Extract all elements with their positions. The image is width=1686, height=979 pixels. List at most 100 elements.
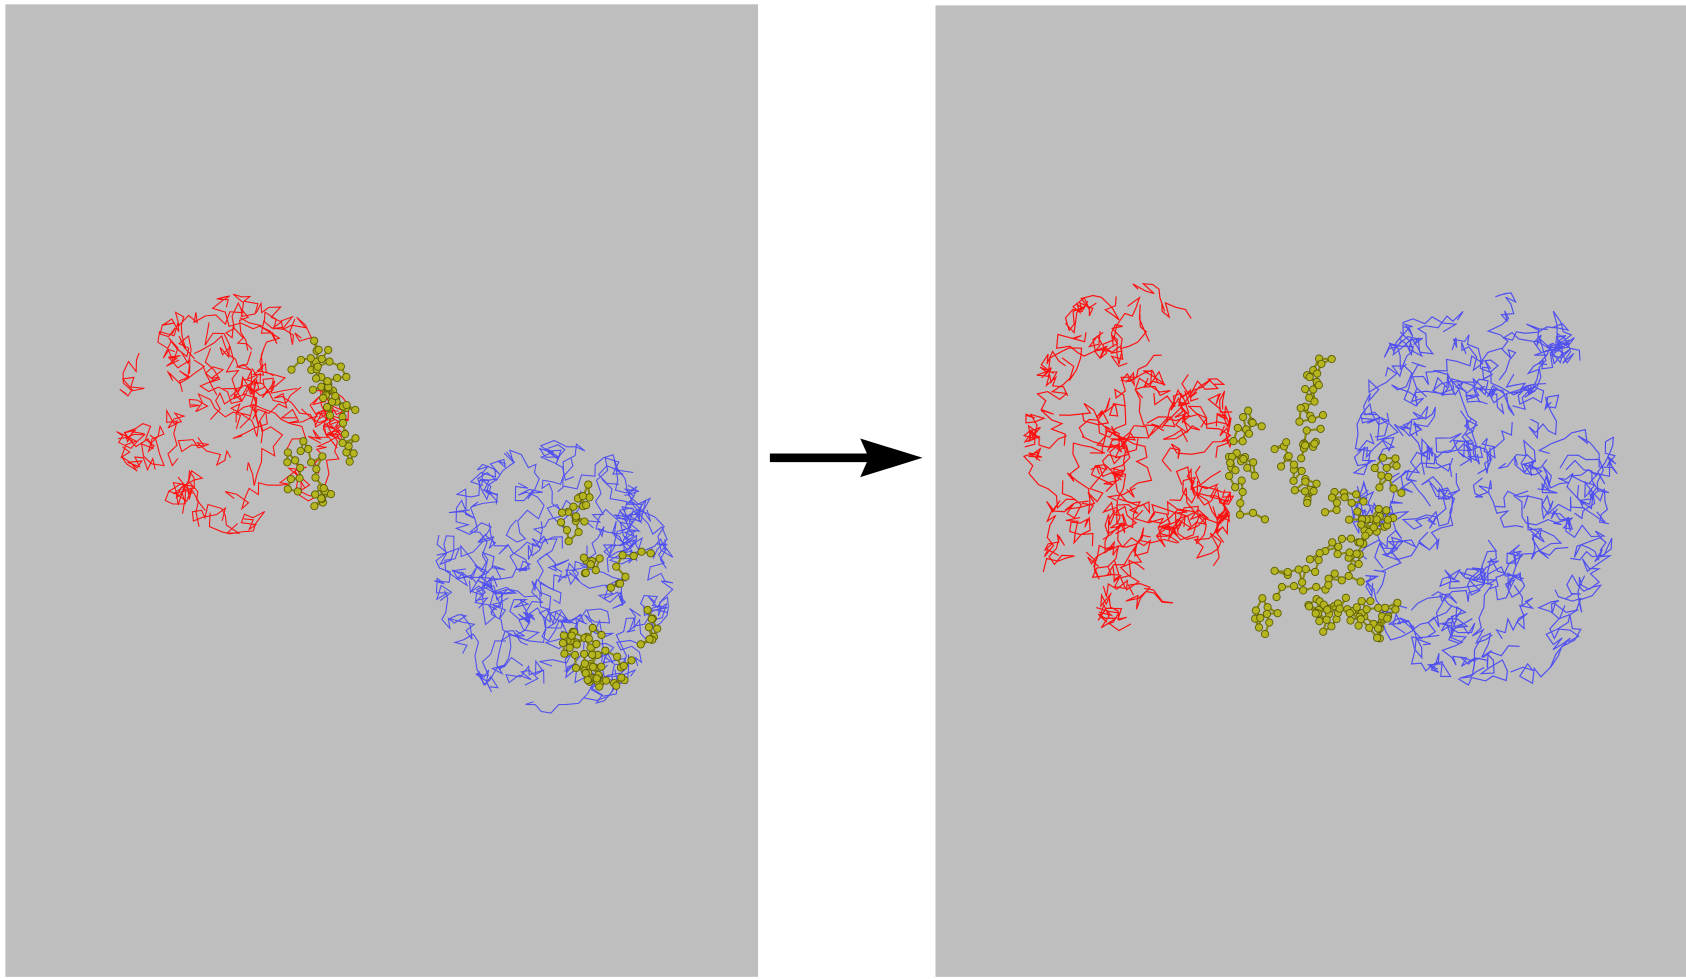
atom (572, 513, 579, 520)
atom (1358, 598, 1365, 605)
atom (1306, 556, 1313, 563)
atom (1353, 604, 1360, 611)
atom (1244, 464, 1251, 471)
atom (561, 650, 568, 657)
atom (1290, 477, 1297, 484)
atom (1290, 582, 1297, 589)
atom (1381, 604, 1388, 611)
atom (1238, 477, 1245, 484)
atom (1371, 464, 1378, 471)
atom (582, 670, 589, 677)
atom (614, 653, 621, 660)
atom (580, 554, 587, 561)
atom (647, 550, 654, 557)
atom (1232, 467, 1239, 474)
atom (1348, 499, 1355, 506)
atom (1331, 570, 1338, 577)
atom (1239, 438, 1246, 445)
atom (1314, 370, 1321, 377)
atom (645, 624, 652, 631)
atom (287, 475, 294, 482)
atom (1251, 472, 1258, 479)
atom (571, 651, 578, 658)
atom (343, 401, 350, 408)
atom (294, 488, 301, 495)
atom (1317, 425, 1324, 432)
atom (566, 644, 573, 651)
atom (559, 639, 566, 646)
atom (1375, 505, 1382, 512)
atom (1239, 413, 1246, 420)
arrow-head (860, 438, 922, 477)
atom (638, 548, 645, 555)
atom (1231, 484, 1238, 491)
atom (1373, 516, 1380, 523)
atom (305, 445, 312, 452)
atom (1316, 617, 1323, 624)
atom (1392, 455, 1399, 462)
atom (1234, 424, 1241, 431)
atom (581, 650, 588, 657)
atom (1315, 381, 1322, 388)
atom (593, 640, 600, 647)
page: (() => { const data = JSON.parse(documen… (0, 0, 1686, 979)
atom (1398, 489, 1405, 496)
atom (1313, 480, 1320, 487)
atom (630, 552, 637, 559)
atom (607, 584, 614, 591)
atom (613, 563, 620, 570)
atom (319, 394, 326, 401)
atom (1393, 462, 1400, 469)
atom (618, 674, 625, 681)
atom (1245, 407, 1252, 414)
atom (593, 675, 600, 682)
atom (619, 552, 626, 559)
atom (311, 503, 318, 510)
atom (1271, 445, 1278, 452)
atom (339, 439, 346, 446)
atom (339, 419, 346, 426)
atom (1355, 560, 1362, 567)
atom (1325, 581, 1332, 588)
atom (1347, 535, 1354, 542)
atom (1328, 494, 1335, 501)
atom (326, 358, 333, 365)
atom (1379, 454, 1386, 461)
atom (309, 386, 316, 393)
atom (592, 567, 599, 574)
atom (575, 529, 582, 536)
atom (579, 492, 586, 499)
atom (1298, 455, 1305, 462)
atom (1345, 572, 1352, 579)
atom (558, 509, 565, 516)
atom (284, 459, 291, 466)
atom (1328, 623, 1335, 630)
atom (297, 447, 304, 454)
atom (1354, 508, 1361, 515)
atom (343, 373, 350, 380)
atom (350, 450, 357, 457)
atom (311, 337, 318, 344)
atom (1273, 593, 1280, 600)
atom (581, 660, 588, 667)
atom (297, 464, 304, 471)
atom (1321, 509, 1328, 516)
atom (582, 569, 589, 576)
atom (563, 526, 570, 533)
atom (1341, 494, 1348, 501)
atom (1308, 416, 1315, 423)
atom (1324, 606, 1331, 613)
atom (1283, 439, 1290, 446)
atom (598, 631, 605, 638)
atom (1227, 459, 1234, 466)
atom (637, 641, 644, 648)
atom (1342, 594, 1349, 601)
atom (628, 657, 635, 664)
atom (1336, 605, 1343, 612)
atom (589, 624, 596, 631)
atom (1374, 625, 1381, 632)
atom (352, 406, 359, 413)
atom (1274, 610, 1281, 617)
atom (1345, 516, 1352, 523)
atom (1318, 360, 1325, 367)
